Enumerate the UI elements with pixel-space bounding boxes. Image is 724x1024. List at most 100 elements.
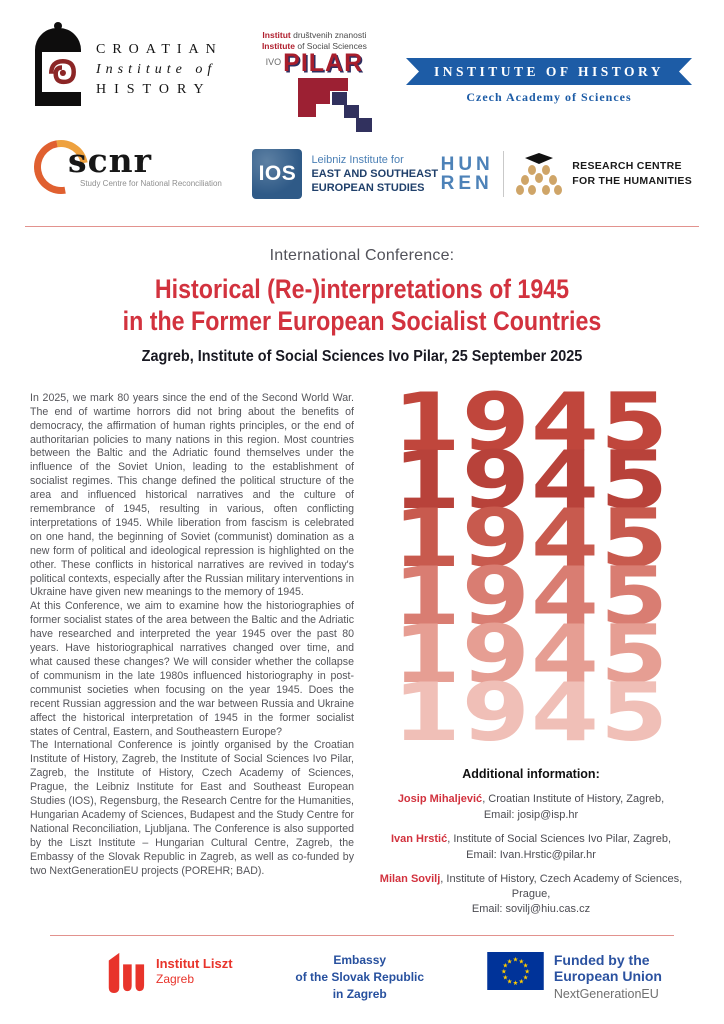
svg-text:★: ★ xyxy=(502,963,508,970)
pilar-name-hr: Institut društvenih znanosti xyxy=(262,30,367,40)
ios-globe-icon: IOS xyxy=(252,149,303,199)
ios-line1: Leibniz Institute for xyxy=(311,153,404,166)
cih-line2: Institute of xyxy=(96,62,217,77)
title-line-1: Historical (Re-)interpretations of 1945 xyxy=(154,274,570,304)
rch-line2: FOR THE HUMANITIES xyxy=(572,175,692,187)
additional-information: Additional information: Josip Mihaljević… xyxy=(368,766,694,917)
divider-bottom xyxy=(50,935,674,936)
contact-affiliation: , Institute of Social Sciences Ivo Pilar… xyxy=(447,833,672,846)
contact-name: Josip Mihaljević xyxy=(397,793,483,806)
hunren-line2: REN xyxy=(440,173,493,194)
conference-title: Historical (Re-)interpretations of 1945 … xyxy=(51,273,674,338)
conference-kicker: International Conference: xyxy=(269,247,455,264)
contact-email: Email: Ivan.Hrstic@pilar.hr xyxy=(466,848,596,861)
contact-name: Ivan Hrstić xyxy=(390,833,448,846)
svg-text:★: ★ xyxy=(507,958,513,965)
main-content: In 2025, we mark 80 years since the end … xyxy=(30,382,694,927)
czech-institute-of-history-logo: INSTITUTE OF HISTORY Czech Academy of Sc… xyxy=(406,58,692,105)
scnr-wordmark: scnr Study Centre for National Reconcili… xyxy=(68,144,222,188)
eu-funding-logo: ★ ★ ★ ★ ★ ★ ★ ★ ★ ★ ★ ★ Funded by the European… xyxy=(487,952,662,1002)
eu-wordmark: Funded by the European Union NextGenerat… xyxy=(554,952,662,1002)
banner-ribbon: INSTITUTE OF HISTORY xyxy=(406,58,692,85)
liszt-wordmark: Institut Liszt Zagreb xyxy=(156,956,233,987)
description-paragraph-1: In 2025, we mark 80 years since the end … xyxy=(30,391,354,599)
scnr-tagline: Study Centre for National Reconciliation xyxy=(80,179,222,188)
liszt-city: Zagreb xyxy=(156,972,195,987)
partner-logos-row-1: CROATIAN Institute of HISTORY Institut d… xyxy=(0,22,724,133)
svg-text:★: ★ xyxy=(501,968,507,975)
supporter-logos-footer: Institut Liszt Zagreb Embassy of the Slo… xyxy=(0,948,724,1002)
ios-wordmark: Leibniz Institute for EAST AND SOUTHEAST… xyxy=(311,153,438,196)
embassy-line3: in Zagreb xyxy=(332,986,387,1001)
svg-text:★: ★ xyxy=(507,979,513,986)
partner-logos-row-2: scnr Study Centre for National Reconcili… xyxy=(0,129,724,214)
scnr-acronym: scnr xyxy=(68,141,153,180)
year-row: 1945 xyxy=(392,491,670,585)
pilar-name-en: Institute of Social Sciences xyxy=(261,40,367,51)
conference-description: In 2025, we mark 80 years since the end … xyxy=(30,392,354,927)
svg-text:★: ★ xyxy=(518,979,524,986)
right-column: 1945 1945 1945 1945 1945 1945 Additional… xyxy=(368,382,694,927)
liszt-logo-icon xyxy=(108,952,145,993)
hunren-wordmark: HUN REN xyxy=(440,153,494,194)
title-block: International Conference: Historical (Re… xyxy=(0,247,724,366)
svg-text:★: ★ xyxy=(523,963,529,970)
svg-text:★: ★ xyxy=(523,974,529,981)
eu-programme: NextGenerationEU xyxy=(553,987,659,1002)
pilar-stairs-icon xyxy=(298,78,373,133)
eu-flag-icon: ★ ★ ★★ ★★ ★★ ★★ ★★ xyxy=(487,952,544,990)
czech-subtitle: Czech Academy of Sciences xyxy=(466,90,632,104)
liszt-name: Institut Liszt xyxy=(156,956,233,971)
contact-entry: Josip Mihaljević, Croatian Institute of … xyxy=(368,792,694,822)
rch-line1: RESEARCH CENTRE xyxy=(572,160,682,173)
svg-text:★: ★ xyxy=(513,957,519,964)
contact-affiliation: , Institute of History, Czech Academy of… xyxy=(440,873,683,900)
rch-peacock-motif-icon xyxy=(516,153,563,195)
year-row: 1945 xyxy=(392,549,670,643)
eu-funded-line2: European Union xyxy=(553,968,662,985)
czech-banner-text: INSTITUTE OF HISTORY xyxy=(433,63,665,79)
ios-line2: EAST AND SOUTHEAST xyxy=(311,167,439,180)
ivo-pilar-institute-logo: Institut društvenih znanosti Institute o… xyxy=(234,30,394,133)
year-row: 1945 xyxy=(392,433,670,527)
hun-ren-research-centre-logo: HUN REN RESEARCH CENTRE FOR THE HUMANITI… xyxy=(441,151,692,197)
scnr-logo: scnr Study Centre for National Reconcili… xyxy=(23,129,250,212)
contact-email: Email: josip@isp.hr xyxy=(483,808,579,821)
divider-top xyxy=(25,226,699,227)
svg-text:★: ★ xyxy=(513,980,519,987)
svg-text:★: ★ xyxy=(524,968,530,975)
ios-acronym: IOS xyxy=(258,162,297,185)
ios-leibniz-logo: IOS Leibniz Institute for EAST AND SOUTH… xyxy=(252,149,438,199)
hunren-line1: HUN xyxy=(440,153,494,175)
svg-text:★: ★ xyxy=(518,958,524,965)
contact-entry: Ivan Hrstić, Institute of Social Science… xyxy=(368,832,694,862)
embassy-line2: of the Slovak Republic xyxy=(295,969,425,984)
contacts-heading: Additional information: xyxy=(462,766,600,781)
embassy-line1: Embassy xyxy=(333,953,387,967)
ios-line3: EUROPEAN STUDIES xyxy=(311,182,425,195)
divider-vertical xyxy=(502,151,505,197)
1945-watercolor-graphic: 1945 1945 1945 1945 1945 1945 xyxy=(332,375,724,759)
cih-line1: CROATIAN xyxy=(96,42,223,57)
title-line-2: in the Former European Socialist Countri… xyxy=(122,306,602,337)
venue-date-line: Zagreb, Institute of Social Sciences Ivo… xyxy=(141,347,583,365)
svg-text:★: ★ xyxy=(502,974,508,981)
pilar-wordmark: IVOPILAR xyxy=(265,49,364,78)
contact-name: Milan Sovilj xyxy=(379,873,441,886)
rch-wordmark: RESEARCH CENTRE FOR THE HUMANITIES xyxy=(572,159,692,188)
liszt-institute-logo: Institut Liszt Zagreb xyxy=(104,948,233,996)
eu-funded-line1: Funded by the xyxy=(553,952,650,968)
contact-entry: Milan Sovilj, Institute of History, Czec… xyxy=(368,872,694,917)
cih-tower-icon xyxy=(32,22,84,108)
year-row: 1945 xyxy=(392,607,670,701)
cih-wordmark: CROATIAN Institute of HISTORY xyxy=(96,36,223,98)
contact-email: Email: sovilj@hiu.cas.cz xyxy=(471,903,591,916)
cih-line3: HISTORY xyxy=(96,82,212,97)
contact-affiliation: , Croatian Institute of History, Zagreb, xyxy=(482,793,665,806)
slovak-embassy-credit: Embassy of the Slovak Republic in Zagreb xyxy=(295,952,424,1002)
year-row: 1945 xyxy=(392,375,670,469)
year-row: 1945 xyxy=(392,665,670,759)
croatian-institute-of-history-logo: CROATIAN Institute of HISTORY xyxy=(32,22,223,108)
description-paragraph-2: At this Conference, we aim to examine ho… xyxy=(30,600,354,738)
